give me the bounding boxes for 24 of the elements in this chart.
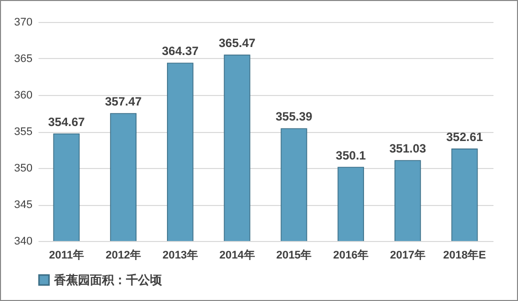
x-tick-label: 2014年 [219, 248, 255, 262]
x-tick-label: 2013年 [162, 248, 198, 262]
y-tick-label: 350 [14, 162, 32, 174]
x-tick-label: 2016年 [333, 248, 369, 262]
y-tick-label: 340 [14, 236, 32, 248]
data-label: 364.37 [162, 44, 199, 58]
x-tick-label: 2018年E [443, 248, 486, 262]
data-label: 365.47 [218, 36, 256, 50]
data-label: 352.61 [446, 130, 484, 144]
data-label: 357.47 [104, 94, 142, 108]
x-tick-label: 2011年 [49, 248, 84, 262]
x-tick-label: 2015年 [276, 248, 312, 262]
y-tick-label: 355 [14, 126, 32, 138]
data-label: 351.03 [389, 141, 426, 156]
y-tick-label: 370 [14, 16, 32, 28]
y-tick-label: 360 [14, 90, 32, 102]
data-label: 354.67 [48, 114, 86, 129]
data-label: 350.1 [336, 148, 366, 162]
x-tick-label: 2017年 [390, 248, 426, 262]
x-tick-label: 2012年 [106, 248, 142, 262]
legend-label: 香蕉园面积：千公顷 [53, 273, 163, 287]
y-tick-label: 365 [14, 53, 32, 65]
y-tick-label: 345 [14, 199, 32, 211]
data-label: 355.39 [276, 110, 313, 124]
